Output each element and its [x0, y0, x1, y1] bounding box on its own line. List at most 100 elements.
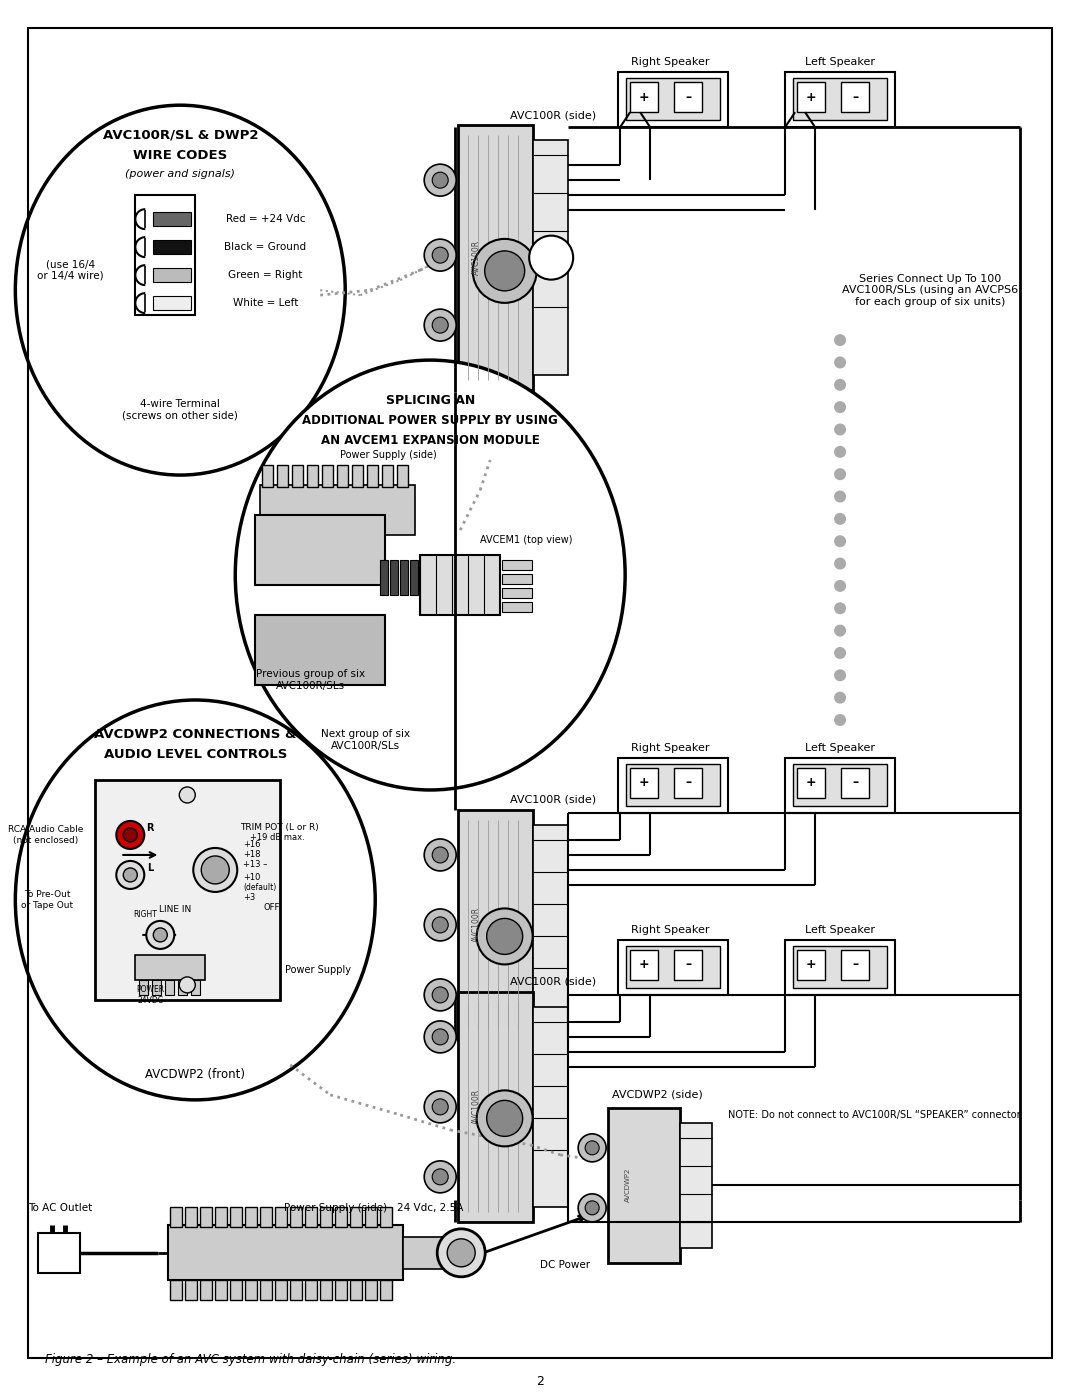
Bar: [630, 950, 658, 979]
Circle shape: [476, 908, 532, 964]
Text: Figure 2 – Example of an AVC system with daisy-chain (series) wiring.: Figure 2 – Example of an AVC system with…: [45, 1354, 457, 1366]
Text: Right Speaker: Right Speaker: [631, 57, 710, 67]
Text: –: –: [685, 958, 691, 971]
Bar: [262, 465, 273, 488]
Text: Black = Ground: Black = Ground: [225, 242, 307, 251]
Bar: [382, 465, 393, 488]
Text: AVCDWP2 (side): AVCDWP2 (side): [612, 1090, 703, 1099]
Circle shape: [432, 847, 448, 863]
Bar: [200, 1207, 213, 1227]
Bar: [367, 465, 378, 488]
Circle shape: [432, 317, 448, 332]
Text: Left Speaker: Left Speaker: [805, 925, 875, 935]
Text: (use 16/4
or 14/4 wire): (use 16/4 or 14/4 wire): [37, 260, 104, 281]
Circle shape: [424, 1091, 456, 1123]
Circle shape: [432, 1030, 448, 1045]
Bar: [38, 1232, 80, 1273]
Text: +19 dB max.: +19 dB max.: [251, 834, 305, 842]
Bar: [674, 950, 702, 979]
Circle shape: [834, 423, 846, 436]
Text: AVC100R (side): AVC100R (side): [510, 795, 596, 805]
Circle shape: [585, 1201, 599, 1215]
Circle shape: [424, 239, 456, 271]
Text: Series Connect Up To 100
AVC100R/SLs (using an AVCPS6
for each group of six unit: Series Connect Up To 100 AVC100R/SLs (us…: [842, 274, 1018, 307]
Text: OFF: OFF: [264, 904, 280, 912]
Bar: [785, 73, 895, 127]
Circle shape: [834, 535, 846, 548]
Bar: [135, 196, 195, 316]
Text: +: +: [639, 958, 649, 971]
Text: +: +: [806, 777, 816, 789]
Text: NOTE: Do not connect to AVC100R/SL “SPEAKER” connector.: NOTE: Do not connect to AVC100R/SL “SPEA…: [728, 1109, 1023, 1120]
Text: –: –: [852, 777, 859, 789]
Bar: [245, 1207, 257, 1227]
Bar: [534, 826, 568, 1025]
Circle shape: [834, 379, 846, 391]
Text: AVC100R (side): AVC100R (side): [510, 977, 596, 986]
Text: To Pre-Out
or Tape Out: To Pre-Out or Tape Out: [22, 890, 73, 909]
Bar: [230, 1280, 242, 1299]
Text: Next group of six
AVC100R/SLs: Next group of six AVC100R/SLs: [321, 729, 409, 750]
Text: Right Speaker: Right Speaker: [631, 743, 710, 753]
Text: Left Speaker: Left Speaker: [805, 57, 875, 67]
Bar: [139, 979, 148, 995]
Circle shape: [424, 1021, 456, 1053]
Bar: [502, 588, 532, 598]
Text: AVC100R: AVC100R: [472, 1090, 481, 1125]
Text: Previous group of six
AVC100R/SLs: Previous group of six AVC100R/SLs: [256, 669, 365, 690]
Circle shape: [834, 647, 846, 659]
Bar: [191, 979, 200, 995]
Text: +13 –: +13 –: [243, 861, 268, 869]
Circle shape: [432, 172, 448, 189]
Circle shape: [153, 928, 167, 942]
Text: +16: +16: [243, 841, 260, 849]
Bar: [200, 1280, 213, 1299]
Text: 2: 2: [537, 1375, 544, 1389]
Circle shape: [834, 513, 846, 525]
Text: (power and signals): (power and signals): [125, 169, 235, 179]
Bar: [841, 950, 869, 979]
Text: AVCDWP2: AVCDWP2: [625, 1168, 631, 1201]
Bar: [307, 465, 319, 488]
Bar: [337, 465, 348, 488]
Circle shape: [834, 692, 846, 704]
Bar: [95, 780, 280, 1000]
Circle shape: [834, 624, 846, 637]
Circle shape: [834, 669, 846, 682]
Circle shape: [432, 1169, 448, 1185]
Bar: [797, 768, 825, 798]
Bar: [350, 1280, 362, 1299]
Bar: [335, 1207, 348, 1227]
Circle shape: [424, 309, 456, 341]
Text: AVCEM1 (top view): AVCEM1 (top view): [481, 535, 572, 545]
Bar: [215, 1207, 227, 1227]
Circle shape: [585, 1141, 599, 1155]
Bar: [841, 768, 869, 798]
Text: +: +: [639, 91, 649, 103]
Text: Power Supply (side): Power Supply (side): [284, 1203, 387, 1213]
Bar: [403, 1236, 443, 1268]
Circle shape: [424, 165, 456, 196]
Circle shape: [432, 1099, 448, 1115]
Bar: [275, 1280, 287, 1299]
Circle shape: [834, 557, 846, 570]
Bar: [321, 1207, 333, 1227]
Circle shape: [179, 787, 195, 803]
Text: AN AVCEM1 EXPANSION MODULE: AN AVCEM1 EXPANSION MODULE: [321, 433, 540, 447]
Bar: [458, 810, 534, 1039]
Text: 4-wire Terminal
(screws on other side): 4-wire Terminal (screws on other side): [122, 400, 239, 420]
Bar: [680, 1123, 712, 1248]
Bar: [785, 940, 895, 995]
Text: White = Left: White = Left: [232, 298, 298, 309]
Bar: [502, 574, 532, 584]
Circle shape: [834, 490, 846, 503]
Bar: [502, 560, 532, 570]
Circle shape: [578, 1194, 606, 1222]
Bar: [335, 1280, 348, 1299]
Bar: [255, 615, 386, 685]
Bar: [380, 1280, 392, 1299]
Text: +18: +18: [243, 851, 260, 859]
Bar: [153, 296, 191, 310]
Bar: [841, 82, 869, 112]
Bar: [797, 950, 825, 979]
